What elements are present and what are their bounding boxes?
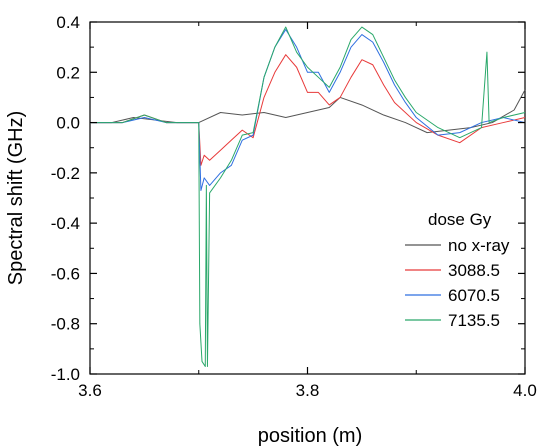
legend-title: dose Gy	[428, 210, 492, 229]
series-line-no-x-ray	[90, 89, 526, 134]
x-tick-label: 4.0	[513, 381, 537, 400]
legend-label-6070-5: 6070.5	[448, 286, 500, 305]
y-tick-label: -1.0	[51, 365, 80, 384]
series-line-7135-5	[90, 26, 526, 367]
series-layer	[90, 26, 526, 367]
legend-label-3088-5: 3088.5	[448, 261, 500, 280]
legend-label-7135-5: 7135.5	[448, 311, 500, 330]
legend: dose Gy no x-ray 3088.5 6070.5 7135.5	[405, 210, 510, 330]
y-tick-label: -0.6	[51, 264, 80, 283]
x-tick-label: 3.8	[296, 381, 320, 400]
y-tick-label: -0.2	[51, 164, 80, 183]
y-tick-label: 0.2	[56, 63, 80, 82]
y-tick-label: 0.4	[56, 13, 80, 32]
y-axis-title: Spectral shift (GHz)	[5, 111, 27, 285]
y-axis: 0.4 0.2 0.0 -0.2 -0.4 -0.6 -0.8 -1.0	[51, 13, 525, 384]
y-tick-label: 0.0	[56, 114, 80, 133]
y-tick-label: -0.8	[51, 315, 80, 334]
x-axis-title: position (m)	[258, 425, 362, 447]
y-tick-label: -0.4	[51, 214, 80, 233]
legend-label-no-x-ray: no x-ray	[448, 236, 510, 255]
series-line-6070-5	[90, 29, 526, 191]
x-axis: 3.6 3.8 4.0	[78, 22, 537, 400]
x-tick-label: 3.6	[78, 381, 102, 400]
